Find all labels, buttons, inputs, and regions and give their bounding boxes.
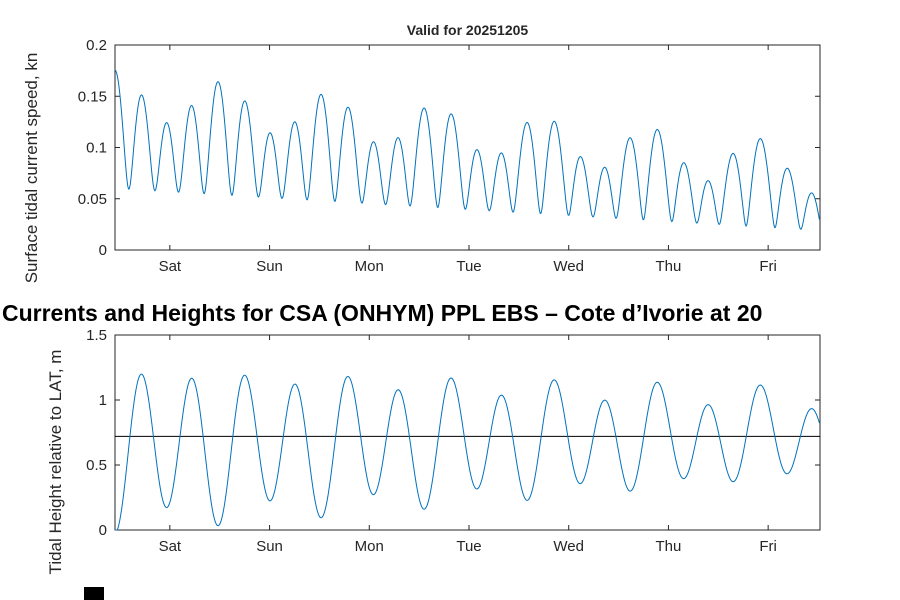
y-tick-label: 0.1: [86, 140, 107, 157]
chart2-ylabel: Tidal Height relative to LAT, m: [46, 349, 65, 575]
x-tick-label: Fri: [759, 258, 777, 275]
x-tick-label: Thu: [656, 258, 682, 275]
axes-box: [114, 334, 821, 531]
y-tick-label: 0: [99, 242, 107, 259]
chart1-ylabel: Surface tidal current speed, kn: [22, 52, 41, 284]
series-line: [115, 373, 820, 531]
y-tick-label: 1.5: [86, 327, 107, 344]
figure-suptitle: Currents and Heights for CSA (ONHYM) PPL…: [2, 300, 763, 326]
x-tick-label: Thu: [656, 538, 682, 555]
x-tick-label: Sun: [256, 258, 283, 275]
axes-box: [114, 44, 821, 251]
y-tick-label: 0.2: [86, 37, 107, 54]
y-tick-label: 0: [99, 522, 107, 539]
y-tick-label: 0.5: [86, 457, 107, 474]
y-tick-label: 1: [99, 392, 107, 409]
x-tick-label: Sat: [159, 258, 182, 275]
cutoff-black-mark: [84, 587, 104, 600]
x-tick-label: Mon: [355, 538, 384, 555]
chart1-title: Valid for 20251205: [406, 22, 529, 38]
x-tick-label: Wed: [553, 258, 584, 275]
x-tick-label: Tue: [456, 538, 481, 555]
y-tick-label: 0.15: [78, 88, 107, 105]
x-tick-label: Fri: [759, 538, 777, 555]
x-tick-label: Sat: [159, 538, 182, 555]
x-tick-label: Wed: [553, 538, 584, 555]
x-tick-label: Sun: [256, 538, 283, 555]
x-tick-label: Tue: [456, 258, 481, 275]
series-line: [114, 69, 820, 230]
x-tick-label: Mon: [355, 258, 384, 275]
y-tick-label: 0.05: [78, 191, 107, 208]
